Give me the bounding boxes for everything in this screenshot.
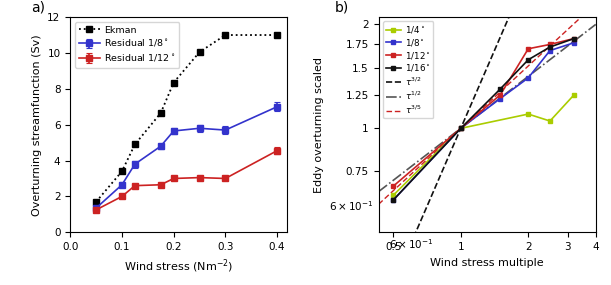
$\tau^{3/5}$ — [384, 194, 391, 198]
1/16$^\circ$ — [497, 87, 504, 91]
Ekman — [170, 81, 177, 84]
Line: $\tau^{3/2}$: $\tau^{3/2}$ — [379, 0, 596, 285]
Legend: Ekman, Residual 1/8$^\circ$, Residual 1/12$^\circ$: Ekman, Residual 1/8$^\circ$, Residual 1/… — [75, 22, 180, 68]
$\tau^{1/2}$ — [433, 145, 440, 149]
1/4$^\circ$ — [525, 112, 532, 116]
$\tau^{3/5}$ — [574, 19, 581, 23]
Text: b): b) — [335, 1, 349, 15]
$\tau^{1/2}$ — [581, 31, 588, 34]
1/4$^\circ$ — [457, 127, 464, 130]
1/16$^\circ$ — [570, 37, 577, 40]
1/12$^\circ$ — [497, 93, 504, 97]
Line: Ekman: Ekman — [93, 32, 280, 205]
Ekman — [92, 200, 100, 203]
1/12$^\circ$ — [525, 47, 532, 50]
$\tau^{1/2}$ — [415, 159, 423, 162]
$\tau^{3/5}$ — [415, 165, 423, 169]
1/4$^\circ$ — [390, 194, 397, 197]
Line: 1/4$^\circ$: 1/4$^\circ$ — [391, 92, 576, 198]
1/16$^\circ$ — [390, 198, 397, 202]
Ekman — [131, 143, 139, 146]
1/12$^\circ$ — [570, 37, 577, 40]
Ekman — [273, 33, 280, 37]
$\tau^{3/2}$ — [415, 223, 423, 227]
1/8$^\circ$ — [457, 127, 464, 130]
Line: $\tau^{1/2}$: $\tau^{1/2}$ — [379, 25, 596, 192]
Y-axis label: Overturning streamfunction (Sv): Overturning streamfunction (Sv) — [32, 34, 42, 215]
$\tau^{1/2}$ — [388, 180, 395, 183]
$\tau^{3/2}$ — [433, 183, 440, 186]
Line: 1/16$^\circ$: 1/16$^\circ$ — [391, 36, 576, 202]
1/8$^\circ$ — [390, 198, 397, 202]
$\tau^{1/2}$ — [574, 37, 581, 40]
1/12$^\circ$ — [457, 127, 464, 130]
Ekman — [157, 111, 164, 115]
1/12$^\circ$ — [390, 184, 397, 188]
1/8$^\circ$ — [497, 97, 504, 100]
$\tau^{1/2}$ — [375, 190, 382, 193]
$\tau^{3/5}$ — [581, 12, 588, 15]
X-axis label: Wind stress multiple: Wind stress multiple — [430, 258, 544, 268]
1/12$^\circ$ — [546, 43, 554, 46]
Ekman — [196, 50, 203, 54]
Text: a): a) — [31, 1, 45, 15]
$\tau^{3/5}$ — [375, 203, 382, 206]
Line: $\tau^{3/5}$: $\tau^{3/5}$ — [379, 4, 596, 204]
Line: 1/12$^\circ$: 1/12$^\circ$ — [391, 36, 576, 189]
Ekman — [119, 170, 126, 173]
1/8$^\circ$ — [570, 41, 577, 44]
Legend: 1/4$^\circ$, 1/8$^\circ$, 1/12$^\circ$, 1/16$^\circ$, $\tau^{3/2}$, $\tau^{1/2}$: 1/4$^\circ$, 1/8$^\circ$, 1/12$^\circ$, … — [383, 21, 433, 119]
Y-axis label: Eddy overturning scaled: Eddy overturning scaled — [313, 57, 324, 193]
1/4$^\circ$ — [570, 93, 577, 97]
$\tau^{3/5}$ — [592, 2, 599, 5]
1/16$^\circ$ — [457, 127, 464, 130]
$\tau^{3/5}$ — [433, 149, 440, 152]
1/16$^\circ$ — [546, 45, 554, 49]
1/4$^\circ$ — [546, 119, 554, 123]
$\tau^{1/2}$ — [384, 183, 391, 187]
$\tau^{3/5}$ — [388, 190, 395, 194]
$\tau^{1/2}$ — [592, 23, 599, 26]
X-axis label: Wind stress (Nm$^{-2}$): Wind stress (Nm$^{-2}$) — [124, 258, 233, 275]
1/8$^\circ$ — [546, 49, 554, 52]
1/8$^\circ$ — [525, 76, 532, 80]
Ekman — [222, 33, 229, 37]
Line: 1/8$^\circ$: 1/8$^\circ$ — [391, 40, 576, 202]
1/16$^\circ$ — [525, 58, 532, 62]
